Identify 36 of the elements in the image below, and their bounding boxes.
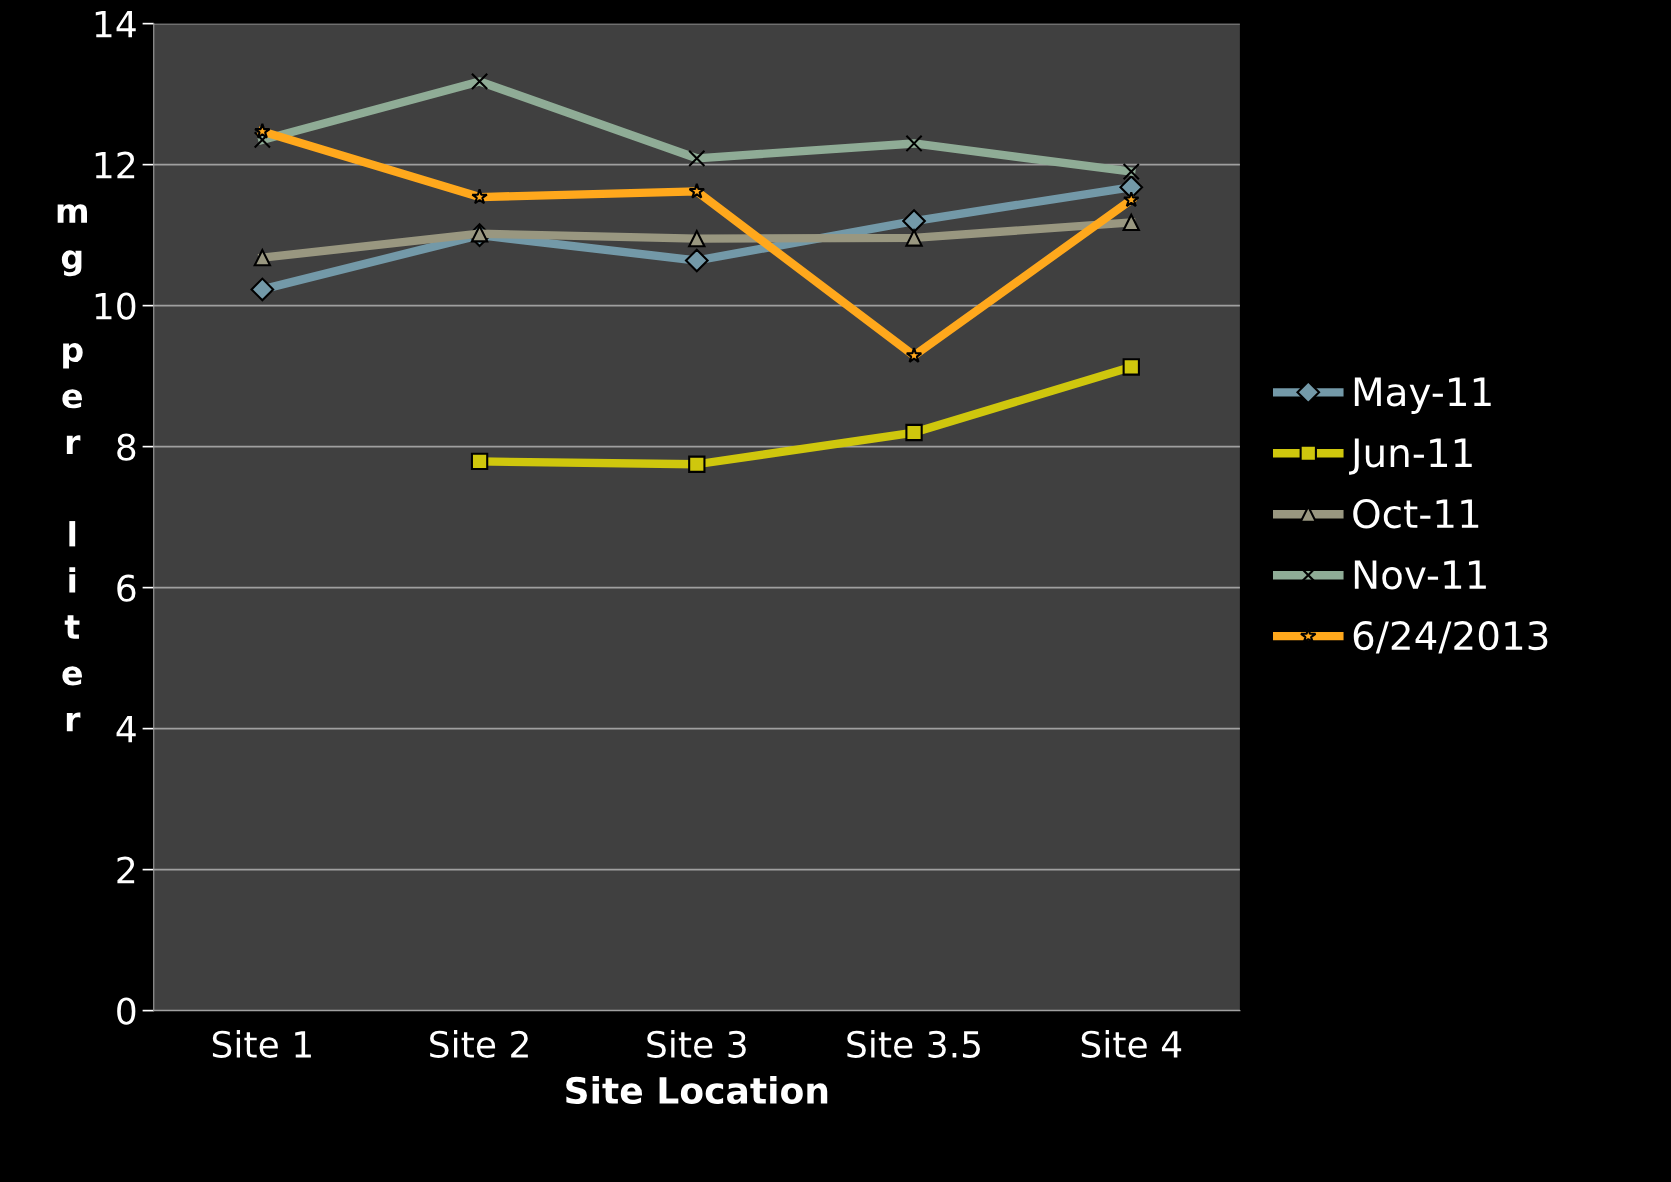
legend-label: 6/24/2013 [1353, 620, 1548, 654]
x-tick-label: Site 3.5 [847, 1030, 980, 1059]
y-tick-label: 6 [117, 574, 136, 602]
x-tick-label: Site 2 [430, 1030, 528, 1059]
y-tick-label: 10 [95, 292, 136, 320]
point [471, 188, 488, 205]
point [688, 182, 706, 199]
y-tick-label: 14 [95, 11, 136, 38]
point [902, 209, 926, 233]
legend-label: Jun-11 [1349, 438, 1472, 475]
point [1122, 358, 1140, 376]
point [684, 248, 709, 273]
point [688, 455, 706, 473]
point [905, 229, 923, 247]
point [470, 452, 489, 471]
x-axis-title: Site Location [566, 1076, 828, 1105]
point [905, 347, 923, 363]
point [1122, 191, 1140, 208]
point [250, 277, 275, 302]
point [905, 423, 923, 442]
x-tick-label: Site 3 [647, 1030, 746, 1059]
text: mg per liter [57, 204, 87, 732]
y-tick-label: 12 [95, 151, 135, 179]
y-tick-label: 2 [117, 856, 135, 884]
point [254, 122, 271, 139]
point [688, 229, 706, 248]
legend-label: May-11 [1354, 377, 1491, 414]
point [253, 249, 272, 267]
y-tick-label: 0 [117, 997, 136, 1025]
y-tick-label: 4 [116, 716, 136, 743]
point [1122, 213, 1140, 232]
legend-label: Oct-11 [1353, 498, 1479, 529]
x-tick-label: Site 4 [1081, 1030, 1182, 1059]
y-tick-label: 8 [117, 433, 136, 461]
legend-label: Nov-11 [1354, 560, 1486, 590]
x-tick-label: Site 1 [212, 1030, 311, 1059]
